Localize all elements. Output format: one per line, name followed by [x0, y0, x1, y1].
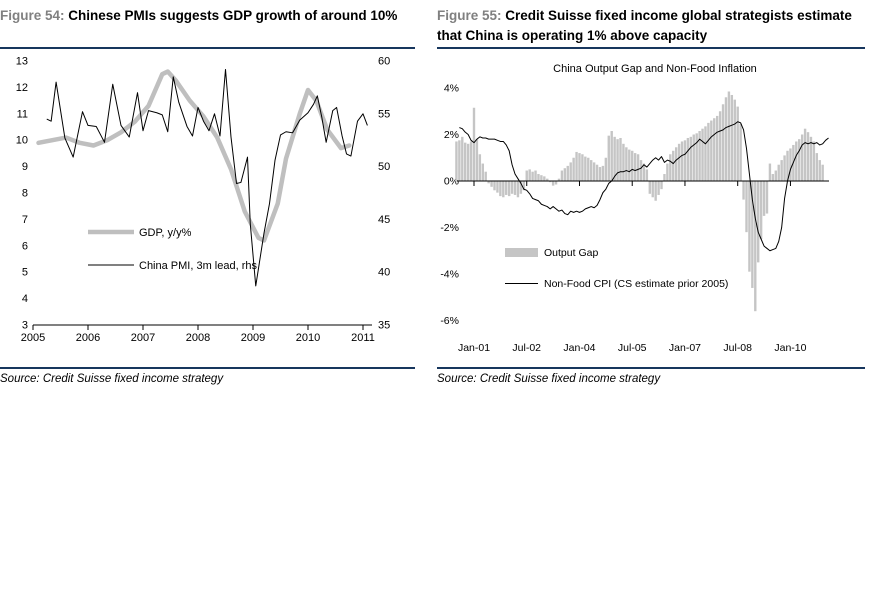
x-tick-label: Jan-07	[669, 342, 701, 354]
left-axis-label: 7	[22, 214, 28, 226]
left-axis-label: 8	[22, 188, 28, 200]
output-gap-bars	[455, 91, 824, 312]
right-axis-label: 50	[378, 161, 390, 173]
x-tick-label: 2005	[21, 332, 45, 344]
y-axis-label: -2%	[440, 222, 459, 234]
gdp-line	[36, 69, 352, 243]
left-axis-label: 13	[16, 56, 28, 68]
x-tick-label: 2011	[351, 332, 375, 344]
x-tick-label: 2007	[131, 332, 155, 344]
figure55-title-text: Credit Suisse fixed income global strate…	[437, 8, 852, 43]
y-axis-label: -6%	[440, 315, 459, 327]
x-tick-label: Jul-02	[512, 342, 541, 354]
gdp-legend-label: GDP, y/y%	[139, 227, 192, 239]
left-axis-label: 12	[16, 82, 28, 94]
x-tick-label: Jul-05	[618, 342, 647, 354]
right-axis-label: 55	[378, 108, 390, 120]
figure54-label: Figure 54:	[0, 8, 65, 23]
figure54-title: Figure 54: Chinese PMIs suggests GDP gro…	[0, 0, 415, 49]
y-axis-label: -4%	[440, 269, 459, 281]
x-tick-label: Jul-08	[723, 342, 752, 354]
left-axis-label: 3	[22, 320, 28, 332]
figure55-chart: China Output Gap and Non-Food Inflation 4…	[440, 63, 829, 354]
x-tick-label: 2010	[296, 332, 320, 344]
legend: GDP, y/y% China PMI, 3m lead, rhs	[88, 227, 257, 272]
x-tick-label: Jan-10	[774, 342, 806, 354]
left-axis-label: 6	[22, 240, 28, 252]
x-tick-label: Jan-01	[458, 342, 490, 354]
right-axis-label: 40	[378, 267, 390, 279]
figure54-chart: 2005 2006 2007 2008 2009 2010 2011 13 12 11 10 9 8 7 6…	[16, 56, 391, 345]
x-axis	[32, 324, 372, 330]
right-axis-label: 35	[378, 320, 390, 332]
legend: Output Gap Non-Food CPI (CS estimate prio…	[505, 247, 728, 290]
output-gap-legend-label: Output Gap	[544, 247, 598, 259]
pmi-line	[46, 68, 368, 287]
left-axis-label: 5	[22, 267, 28, 279]
x-tick-label: 2008	[186, 332, 210, 344]
x-tick-label: 2006	[76, 332, 100, 344]
pmi-legend-label: China PMI, 3m lead, rhs	[139, 260, 257, 272]
right-axis-label: 60	[378, 56, 390, 68]
figure54-source: Source: Credit Suisse fixed income strat…	[0, 367, 415, 385]
figure55-panel: Figure 55: Credit Suisse fixed income gl…	[437, 0, 865, 385]
figure55-label: Figure 55:	[437, 8, 502, 23]
y-axis-label: 4%	[444, 83, 459, 95]
chart-title: China Output Gap and Non-Food Inflation	[553, 63, 757, 75]
left-axis-label: 9	[22, 161, 28, 173]
figure54-panel: Figure 54: Chinese PMIs suggests GDP gro…	[0, 0, 415, 385]
figure55-source: Source: Credit Suisse fixed income strat…	[437, 367, 865, 385]
cpi-line	[459, 121, 829, 252]
figure54-title-text: Chinese PMIs suggests GDP growth of arou…	[68, 8, 398, 23]
left-axis-label: 4	[22, 293, 28, 305]
figure54-chart-area: 2005 2006 2007 2008 2009 2010 2011 13 12 11 10 9 8 7 6…	[0, 49, 415, 367]
output-gap-legend-swatch	[505, 248, 538, 257]
left-axis-label: 10	[16, 135, 28, 147]
x-tick-label: 2009	[241, 332, 265, 344]
x-tick-label: Jan-04	[563, 342, 595, 354]
left-axis-label: 11	[17, 108, 28, 120]
right-axis-label: 45	[378, 214, 390, 226]
figure55-title: Figure 55: Credit Suisse fixed income gl…	[437, 0, 865, 49]
y-axis-label: 0%	[444, 176, 459, 188]
figure55-chart-area: China Output Gap and Non-Food Inflation 4…	[437, 49, 865, 367]
cpi-legend-label: Non-Food CPI (CS estimate prior 2005)	[544, 278, 728, 290]
y-axis-label: 2%	[444, 129, 459, 141]
